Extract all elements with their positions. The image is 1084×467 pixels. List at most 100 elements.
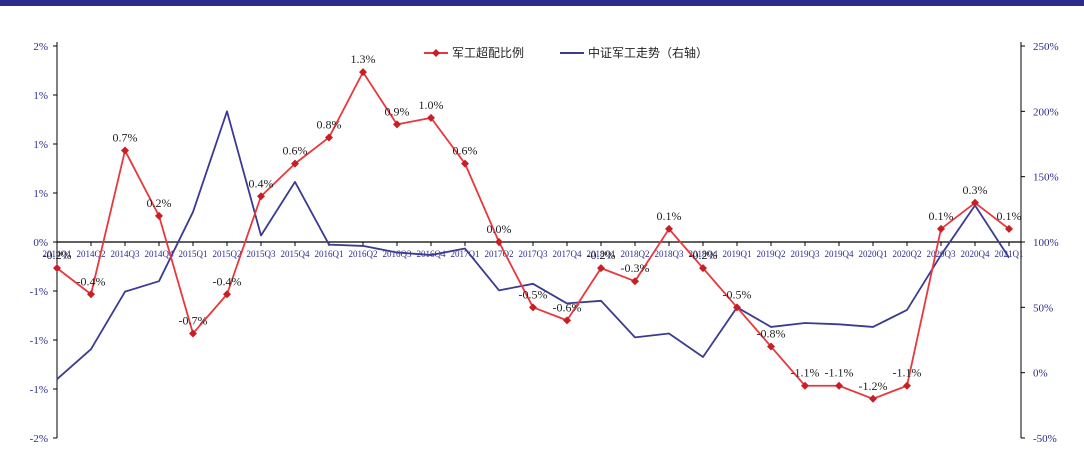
left-tick-label: 0% bbox=[33, 237, 48, 249]
right-tick-label: 150% bbox=[1033, 172, 1059, 184]
series-index-line bbox=[56, 110, 1010, 380]
data-label: 0.0% bbox=[487, 222, 512, 236]
right-tick-label: 0% bbox=[1033, 368, 1048, 380]
x-tick-label: 2017Q1 bbox=[451, 249, 480, 259]
left-tick-label: -1% bbox=[30, 286, 48, 298]
x-tick-label: 2016Q1 bbox=[315, 249, 344, 259]
left-tick-label: 1% bbox=[33, 188, 48, 200]
data-point bbox=[869, 394, 877, 403]
data-label: 0.9% bbox=[385, 104, 410, 118]
data-label: -0.5% bbox=[723, 287, 752, 301]
data-label: 1.3% bbox=[351, 52, 376, 66]
left-tick-label: 2% bbox=[33, 41, 48, 53]
axes-group: 2% 1% 1% 1% 0% -1% -1% -1% -2% 250% 200% 150% 100% 50… bbox=[30, 41, 1059, 445]
data-label: -0.6% bbox=[553, 300, 582, 314]
data-label: -0.5% bbox=[519, 287, 548, 301]
data-label: -1.1% bbox=[791, 366, 820, 380]
x-tick-label: 2014Q2 bbox=[77, 249, 106, 259]
right-tick-label: 50% bbox=[1033, 302, 1053, 314]
data-labels-group: -0.2% -0.4% 0.7% 0.2% -0.7% -0.4% 0.4% 0.6% 0.8%… bbox=[43, 52, 1022, 393]
x-tick-label: 2015Q3 bbox=[247, 249, 276, 259]
data-label: -1.1% bbox=[825, 366, 854, 380]
data-point bbox=[223, 290, 231, 299]
x-tick-label: 2015Q2 bbox=[213, 249, 242, 259]
data-point bbox=[563, 316, 571, 325]
right-tick-label: 200% bbox=[1033, 106, 1059, 118]
series-overweight-line bbox=[56, 71, 1010, 400]
data-point bbox=[665, 224, 673, 233]
right-tick-label: 250% bbox=[1033, 41, 1059, 53]
data-point bbox=[937, 224, 945, 233]
left-tick-label: -1% bbox=[30, 335, 48, 347]
x-tick-label: 2019Q4 bbox=[825, 249, 854, 259]
x-tick-label: 2017Q4 bbox=[553, 249, 582, 259]
data-label: -0.2% bbox=[587, 248, 616, 262]
legend-marker-1 bbox=[432, 49, 440, 57]
data-point bbox=[53, 264, 61, 273]
data-point bbox=[87, 290, 95, 299]
data-point bbox=[835, 381, 843, 390]
x-tick-label: 2014Q4 bbox=[145, 249, 174, 259]
x-tick-label: 2018Q2 bbox=[621, 249, 650, 259]
data-label: 0.1% bbox=[929, 209, 954, 223]
data-point bbox=[155, 211, 163, 220]
data-label: -0.4% bbox=[77, 274, 106, 288]
right-tick-label: -50% bbox=[1033, 433, 1057, 445]
left-tick-label: -1% bbox=[30, 384, 48, 396]
data-point bbox=[699, 264, 707, 273]
data-point bbox=[733, 303, 741, 312]
x-tick-label: 2016Q4 bbox=[417, 249, 446, 259]
data-point bbox=[189, 329, 197, 338]
x-tick-label: 2014Q1 bbox=[43, 249, 72, 259]
data-label: -0.2% bbox=[43, 248, 72, 262]
data-label: -0.7% bbox=[179, 313, 208, 327]
data-point bbox=[529, 303, 537, 312]
data-label: -0.3% bbox=[621, 261, 650, 275]
data-label: -1.2% bbox=[859, 379, 888, 393]
x-tick-label: 2017Q2 bbox=[485, 249, 514, 259]
x-tick-label: 2015Q1 bbox=[179, 249, 208, 259]
x-tick-label: 2018Q1 bbox=[587, 249, 616, 259]
right-tick-label: 100% bbox=[1033, 237, 1059, 249]
x-tick-label: 2020Q1 bbox=[859, 249, 888, 259]
series-group bbox=[53, 68, 1013, 403]
x-tick-label: 2020Q4 bbox=[961, 249, 990, 259]
data-point bbox=[325, 133, 333, 142]
x-tick-label: 2017Q3 bbox=[519, 249, 548, 259]
left-tick-label: 1% bbox=[33, 139, 48, 151]
x-tick-label: 2019Q1 bbox=[723, 249, 752, 259]
data-label: 0.3% bbox=[963, 183, 988, 197]
data-label: 0.6% bbox=[453, 144, 478, 158]
data-point bbox=[971, 198, 979, 207]
legend-label-2: 中证军工走势（右轴） bbox=[588, 45, 708, 60]
data-label: -0.2% bbox=[689, 248, 718, 262]
data-point bbox=[1005, 224, 1013, 233]
x-tick-label: 2018Q3 bbox=[655, 249, 684, 259]
x-tick-label: 2021Q1 bbox=[995, 249, 1024, 259]
x-tick-label: 2016Q2 bbox=[349, 249, 378, 259]
x-tick-label: 2020Q2 bbox=[893, 249, 922, 259]
data-point bbox=[495, 238, 503, 246]
x-tick-label: 2019Q3 bbox=[791, 249, 820, 259]
data-point bbox=[461, 159, 469, 168]
data-point bbox=[427, 113, 435, 122]
legend: 军工超配比例 中证军工走势（右轴） bbox=[424, 45, 708, 60]
data-point bbox=[359, 68, 367, 77]
data-point bbox=[597, 264, 605, 273]
top-rule bbox=[0, 0, 1084, 6]
x-tick-label: 2015Q4 bbox=[281, 249, 310, 259]
x-tick-label: 2016Q3 bbox=[383, 249, 412, 259]
data-point bbox=[801, 381, 809, 390]
x-tick-label: 2014Q3 bbox=[111, 249, 140, 259]
data-label: 0.2% bbox=[147, 196, 172, 210]
left-tick-label: -2% bbox=[30, 433, 48, 445]
data-point bbox=[903, 381, 911, 390]
data-label: 1.0% bbox=[419, 98, 444, 112]
data-point bbox=[767, 342, 775, 351]
data-label: 0.7% bbox=[113, 131, 138, 145]
data-label: -0.4% bbox=[213, 274, 242, 288]
data-label: 0.8% bbox=[317, 117, 342, 131]
data-label: -0.8% bbox=[757, 327, 786, 341]
data-point bbox=[631, 277, 639, 286]
data-point bbox=[393, 120, 401, 129]
